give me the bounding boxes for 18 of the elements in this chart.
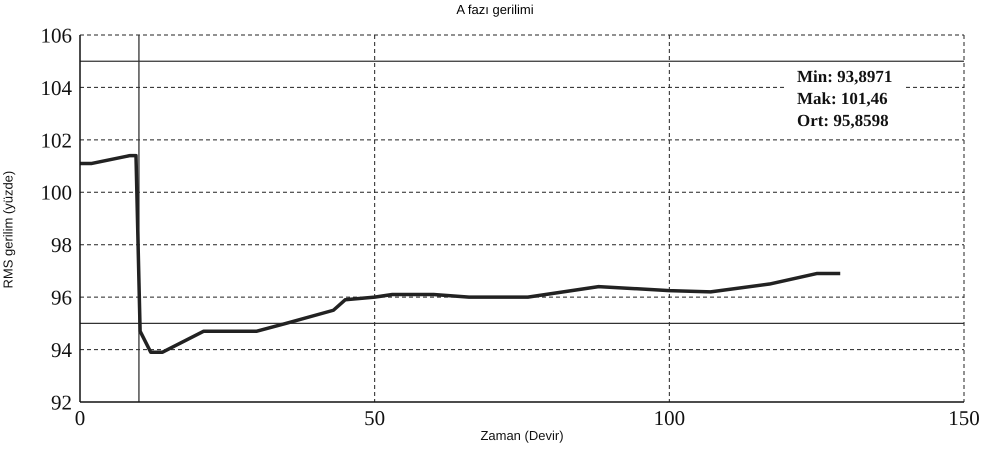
annotation: Min: 93,8971: [797, 66, 892, 88]
y-tick-label: 104: [40, 76, 72, 100]
y-axis-title: RMS gerilim (yüzde): [0, 170, 16, 288]
y-tick-label: 96: [51, 286, 72, 310]
x-axis-title: Zaman (Devir): [480, 428, 564, 443]
chart-title: A fazı gerilimi: [455, 2, 535, 17]
annotation: Mak: 101,46: [797, 88, 889, 110]
annotation: Ort: 95,8598: [797, 110, 890, 132]
x-tick-label: 150: [948, 406, 980, 430]
y-tick-label: 94: [51, 338, 72, 362]
y-tick-label: 106: [40, 23, 72, 48]
x-tick-label: 100: [654, 406, 686, 430]
y-tick-label: 92: [51, 390, 72, 414]
y-tick-label: 100: [40, 180, 72, 205]
y-tick-label: 98: [51, 233, 72, 258]
x-tick-label: 0: [74, 406, 86, 430]
x-tick-label: 50: [364, 406, 386, 430]
y-tick-label: 102: [40, 128, 72, 152]
